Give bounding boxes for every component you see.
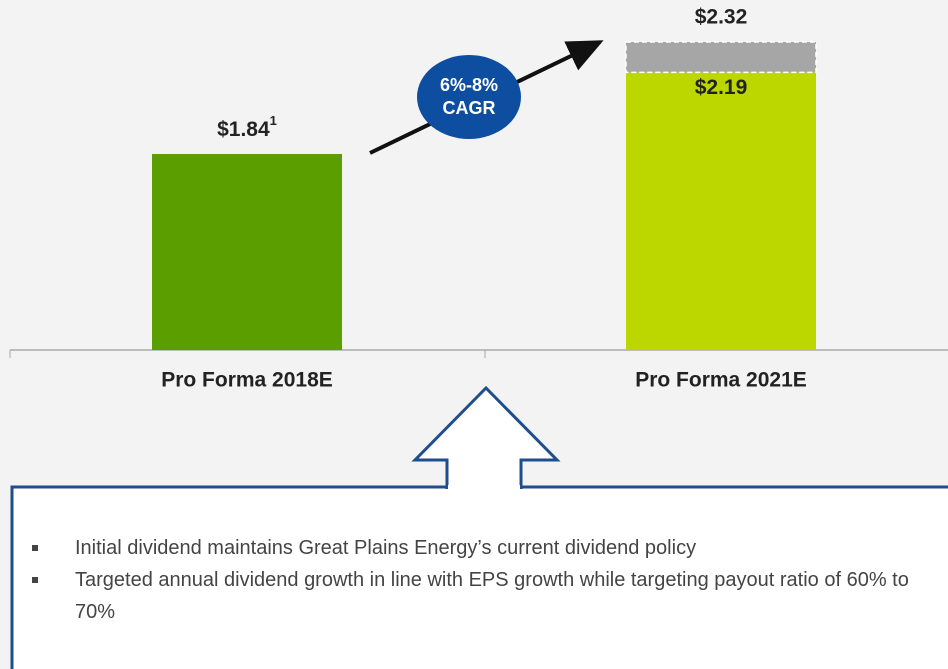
value-label: $1.841 (217, 113, 277, 140)
bar (152, 154, 342, 350)
bullet: Initial dividend maintains Great Plains … (30, 532, 910, 564)
cagr-bubble (417, 55, 521, 139)
x-tick-label: Pro Forma 2021E (635, 369, 807, 392)
bullet: Targeted annual dividend growth in line … (30, 564, 910, 628)
bar (626, 72, 816, 350)
value-label: $2.19 (695, 76, 748, 99)
annotation-line: CAGR (443, 98, 496, 118)
x-tick-label: Pro Forma 2018E (161, 369, 333, 392)
arrow-join (448, 485, 520, 491)
value-label-text: $1.84 (217, 118, 270, 141)
footnote-mark: 1 (270, 113, 277, 128)
up-arrow (411, 385, 561, 489)
bullet-list: Initial dividend maintains Great Plains … (30, 532, 910, 628)
value-label: $2.32 (695, 6, 748, 29)
annotation-line: 6%-8% (440, 75, 498, 95)
range-bar (625, 41, 817, 74)
